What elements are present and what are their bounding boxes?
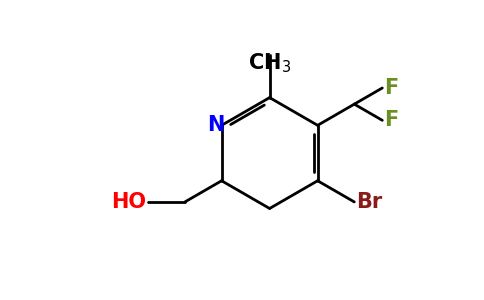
Text: CH$_3$: CH$_3$ (248, 51, 291, 75)
Text: HO: HO (111, 192, 146, 212)
Text: F: F (385, 110, 399, 130)
Text: F: F (385, 78, 399, 98)
Text: N: N (208, 115, 225, 135)
Text: Br: Br (357, 192, 383, 212)
